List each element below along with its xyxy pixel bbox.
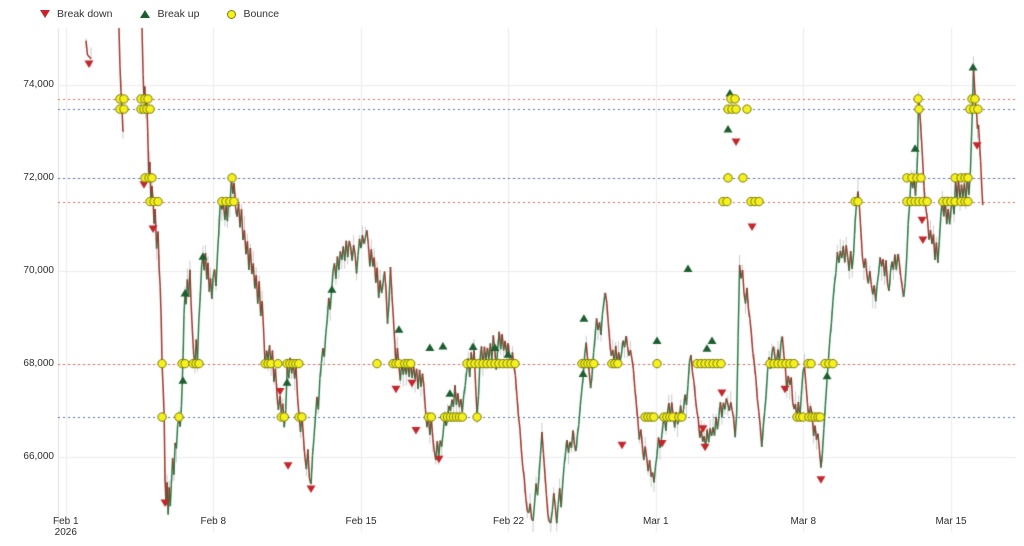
x-axis-tick: Feb 8: [200, 516, 227, 527]
y-axis-tick: 68,000: [23, 357, 54, 369]
chart-legend: Break down Break up Bounce: [40, 8, 279, 20]
x-axis-tick: Mar 8: [790, 516, 816, 527]
y-axis-tick: 70,000: [23, 264, 54, 276]
legend-item-bounce[interactable]: Bounce: [227, 8, 279, 20]
legend-label-break-down: Break down: [57, 8, 113, 20]
x-axis-tick: Mar 1: [642, 516, 669, 527]
x-axis-tick: Mar 15: [935, 516, 967, 527]
x-axis-tick: Feb 22: [492, 516, 525, 527]
break-up-icon: [140, 10, 151, 18]
x-axis-tick: Feb 15: [345, 516, 377, 527]
break-down-icon: [40, 10, 50, 18]
legend-label-break-up: Break up: [157, 8, 200, 20]
y-axis-tick: 66,000: [23, 450, 54, 462]
y-axis-tick: 72,000: [23, 171, 54, 183]
bounce-icon: [227, 9, 237, 19]
y-axis-tick: 74,000: [23, 79, 54, 90]
x-axis-tick: Feb 1 2026: [53, 516, 79, 538]
legend-label-bounce: Bounce: [243, 8, 280, 20]
legend-item-break-up[interactable]: Break up: [140, 8, 199, 20]
legend-item-break-down[interactable]: Break down: [40, 8, 112, 20]
